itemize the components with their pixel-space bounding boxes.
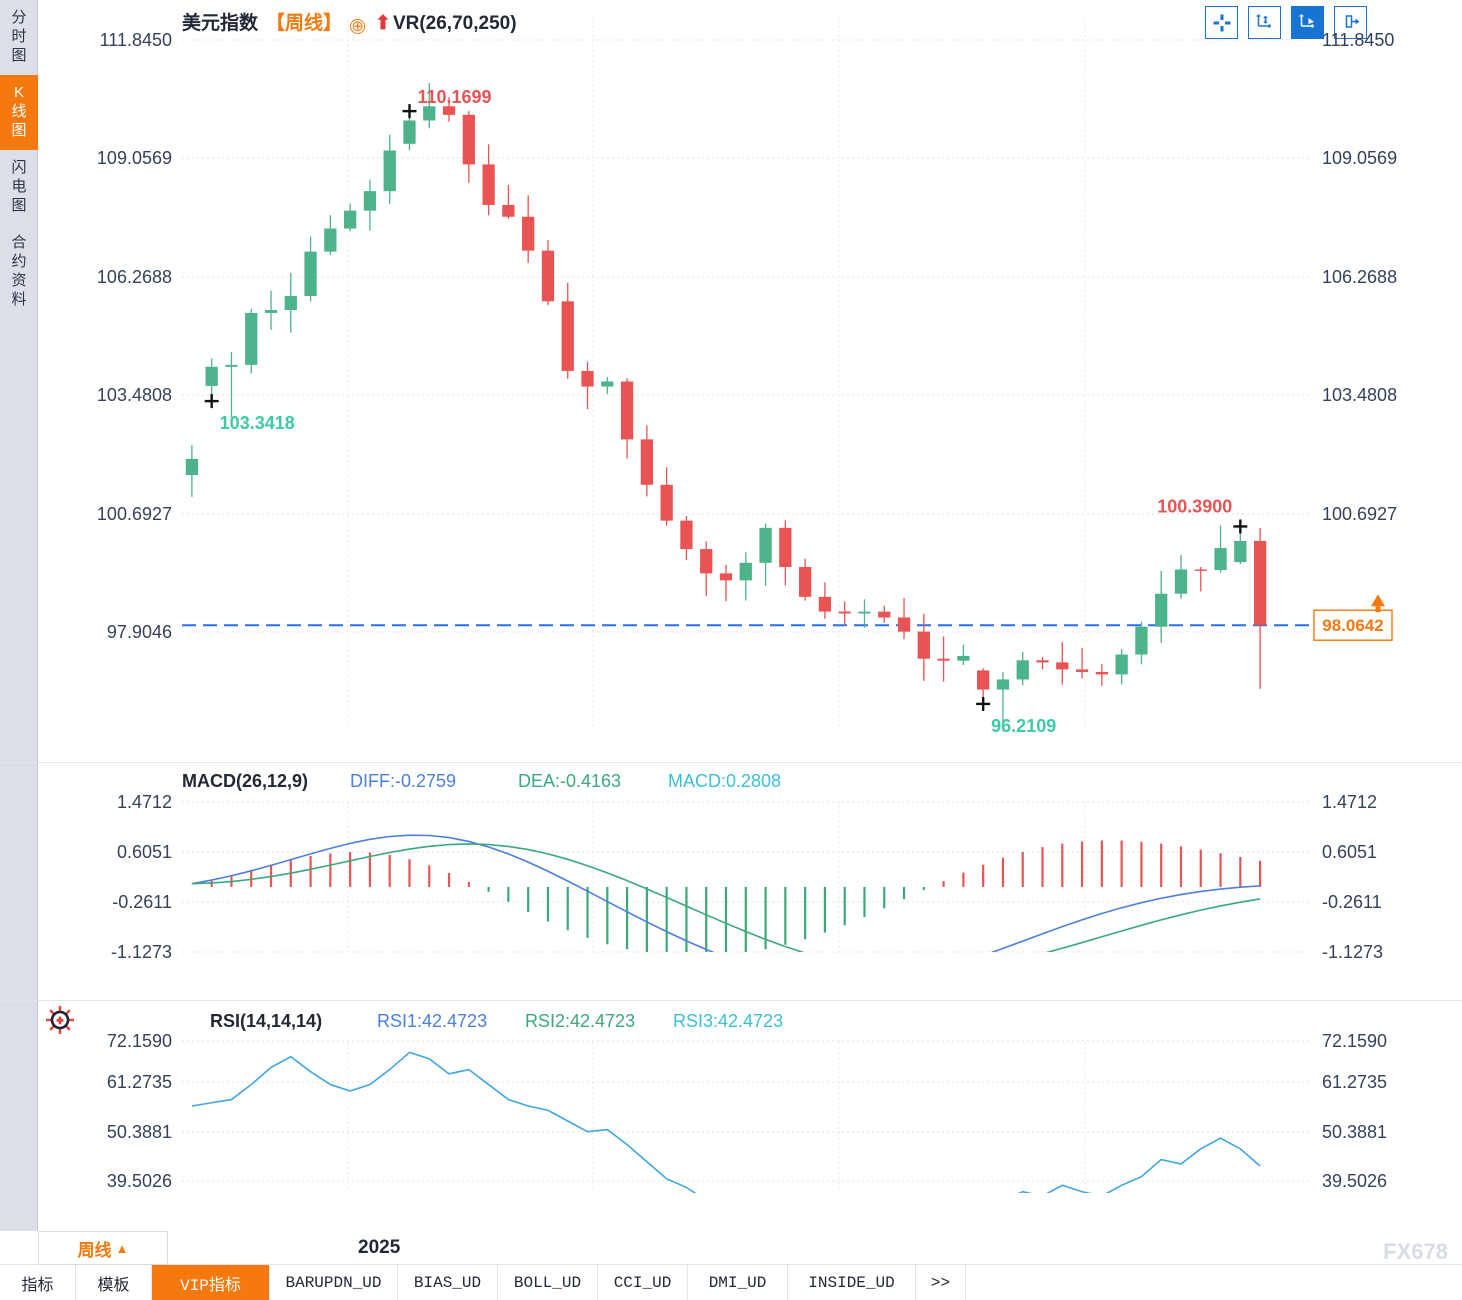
svg-text:111.8450: 111.8450 <box>100 30 172 50</box>
svg-text:111.8450: 111.8450 <box>1322 30 1394 50</box>
svg-text:RSI3:42.4723: RSI3:42.4723 <box>673 1011 783 1031</box>
svg-text:61.2735: 61.2735 <box>107 1072 172 1092</box>
svg-text:72.1590: 72.1590 <box>1322 1031 1387 1051</box>
svg-text:98.0642: 98.0642 <box>1322 616 1383 635</box>
svg-text:100.6927: 100.6927 <box>1322 504 1397 524</box>
svg-text:-0.2611: -0.2611 <box>112 892 172 912</box>
svg-text:103.4808: 103.4808 <box>1322 385 1397 405</box>
svg-text:96.2109: 96.2109 <box>991 716 1056 736</box>
svg-text:39.5026: 39.5026 <box>107 1171 172 1191</box>
svg-text:1.4712: 1.4712 <box>117 792 172 812</box>
svg-text:50.3881: 50.3881 <box>1322 1122 1387 1142</box>
svg-text:39.5026: 39.5026 <box>1322 1171 1387 1191</box>
svg-text:-1.1273: -1.1273 <box>111 942 172 962</box>
svg-text:103.3418: 103.3418 <box>220 413 295 433</box>
svg-text:DEA:-0.4163: DEA:-0.4163 <box>518 771 621 791</box>
svg-text:MACD:0.2808: MACD:0.2808 <box>668 771 781 791</box>
svg-text:DIFF:-0.2759: DIFF:-0.2759 <box>350 771 456 791</box>
svg-text:-0.2611: -0.2611 <box>1322 892 1382 912</box>
svg-text:103.4808: 103.4808 <box>97 385 172 405</box>
svg-text:1.4712: 1.4712 <box>1322 792 1377 812</box>
svg-text:100.3900: 100.3900 <box>1157 496 1232 516</box>
svg-text:50.3881: 50.3881 <box>107 1122 172 1142</box>
svg-text:110.1699: 110.1699 <box>417 87 491 107</box>
svg-text:61.2735: 61.2735 <box>1322 1072 1387 1092</box>
svg-text:106.2688: 106.2688 <box>1322 267 1397 287</box>
svg-text:-1.1273: -1.1273 <box>1322 942 1383 962</box>
svg-text:MACD(26,12,9): MACD(26,12,9) <box>182 771 308 791</box>
svg-text:RSI1:42.4723: RSI1:42.4723 <box>377 1011 487 1031</box>
svg-text:0.6051: 0.6051 <box>1322 842 1377 862</box>
svg-text:0.6051: 0.6051 <box>117 842 172 862</box>
svg-text:109.0569: 109.0569 <box>1322 148 1397 168</box>
svg-text:106.2688: 106.2688 <box>97 267 172 287</box>
svg-text:97.9046: 97.9046 <box>107 622 172 642</box>
svg-text:RSI2:42.4723: RSI2:42.4723 <box>525 1011 635 1031</box>
svg-text:100.6927: 100.6927 <box>97 504 172 524</box>
svg-text:72.1590: 72.1590 <box>107 1031 172 1051</box>
svg-text:RSI(14,14,14): RSI(14,14,14) <box>210 1011 322 1031</box>
svg-text:109.0569: 109.0569 <box>97 148 172 168</box>
